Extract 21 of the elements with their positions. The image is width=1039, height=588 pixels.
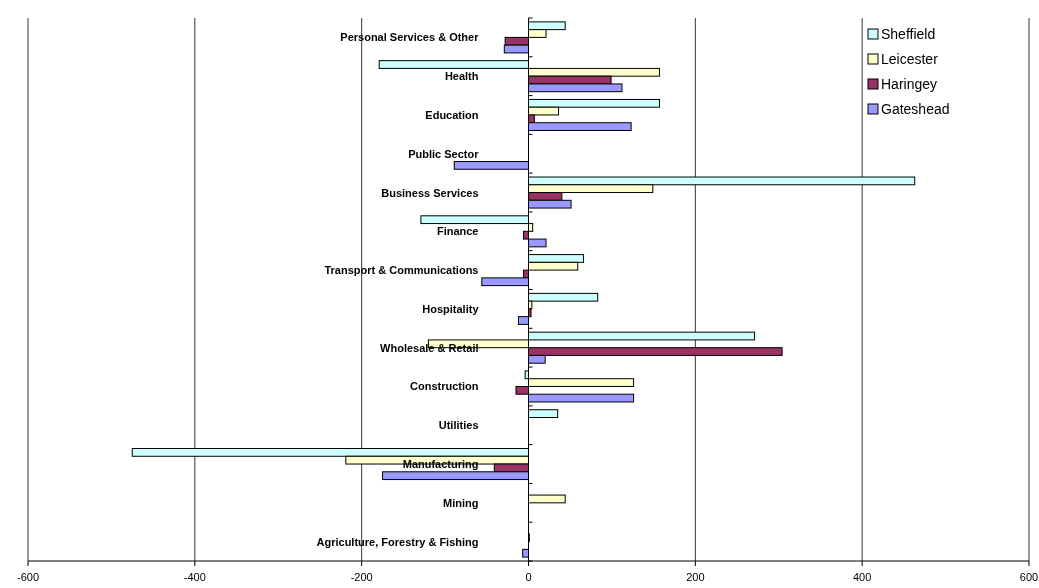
y-tick-label: Hospitality [422, 302, 480, 315]
legend-label: Leicester [881, 51, 939, 67]
x-tick-label: -400 [183, 571, 206, 583]
y-tick-label: Utilities [438, 419, 479, 432]
y-tick-label: Manufacturing [402, 458, 479, 471]
legend-label: Sheffield [881, 26, 936, 42]
y-tick-label: Finance [436, 225, 479, 238]
y-tick-label: Health [444, 70, 479, 83]
y-tick-label: Construction [410, 380, 479, 393]
y-tick-label: Business Services [381, 186, 479, 199]
x-tick-label: 600 [1019, 571, 1039, 583]
y-tick-label: Mining [443, 496, 479, 509]
x-tick-label: -200 [350, 571, 373, 583]
x-tick-label: 400 [852, 571, 872, 583]
y-tick-label: Public Sector [408, 147, 480, 160]
x-tick-label: 0 [525, 571, 532, 583]
legend-label: Gateshead [881, 101, 950, 117]
x-tick-label: -600 [16, 571, 40, 583]
x-tick-label: 200 [686, 571, 705, 583]
y-tick-label: Education [425, 108, 479, 121]
legend-label: Haringey [881, 76, 938, 92]
